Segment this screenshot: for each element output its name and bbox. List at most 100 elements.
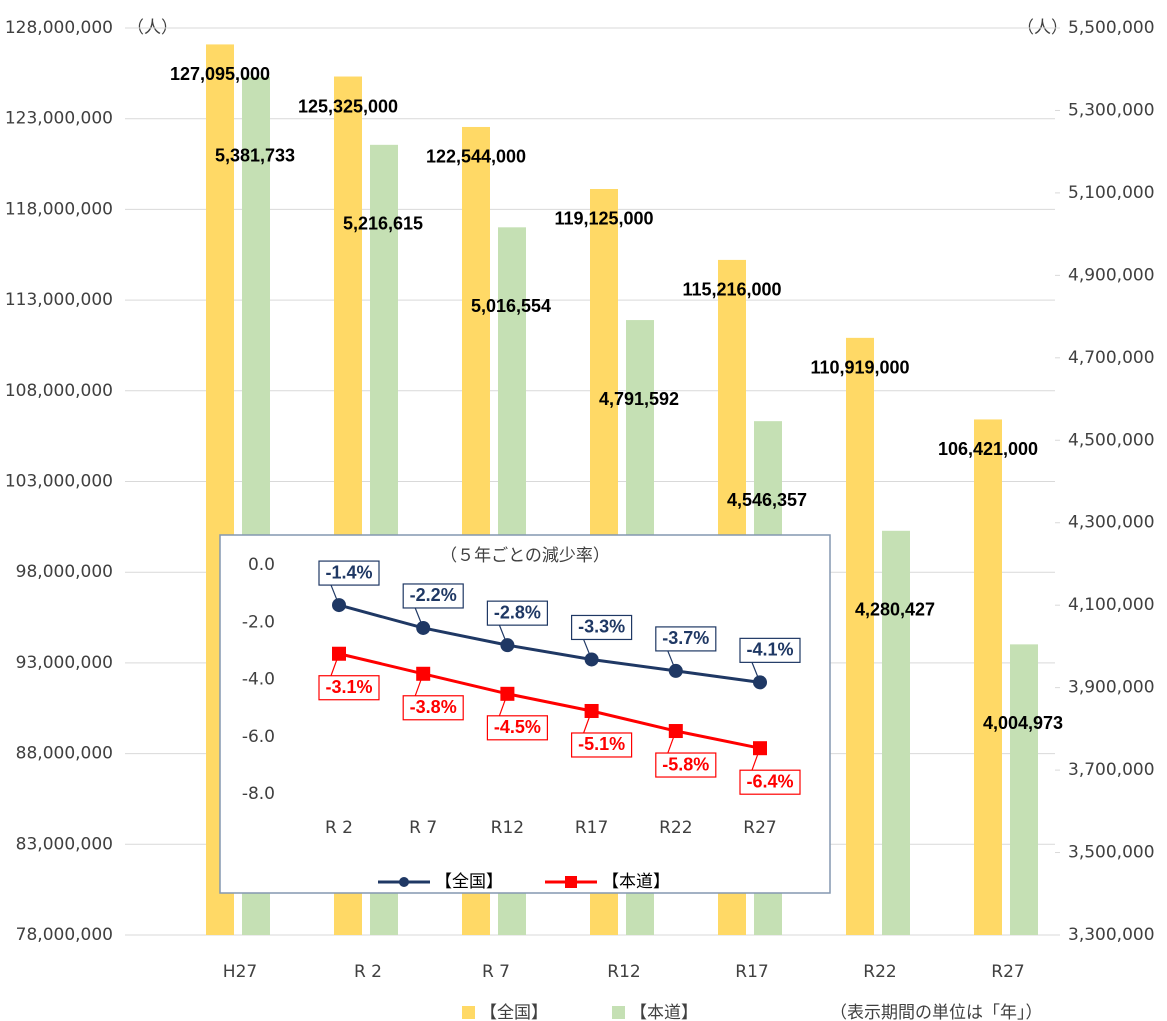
label-box [655,626,717,652]
y2-tick-label: 5,300,000 [1068,100,1155,120]
y2-tick-label: 4,700,000 [1068,348,1155,368]
legend-marker [565,876,577,888]
legend-swatch [612,1006,625,1019]
inset-title: （５年ごとの減少率） [440,546,610,566]
marker [500,638,515,653]
marker [584,703,599,718]
label-box [655,752,717,778]
marker [332,646,346,661]
label-box [402,583,464,609]
marker [753,741,767,756]
y2-tick-label: 5,500,000 [1068,18,1155,38]
x-tick-label: R 7 [482,962,510,982]
bar [846,337,874,935]
y-tick-label: 128,000,000 [5,18,113,38]
x-tick-label: R12 [607,962,640,982]
data-label: 5,216,615 [343,214,423,234]
bar [974,419,1002,935]
data-label: -2.8% [494,602,541,622]
x-tick-label: R12 [491,818,524,838]
y-tick-label: -8.0 [242,784,275,804]
label-box [739,637,801,663]
bar [1010,644,1038,935]
label-box [486,715,548,741]
x-tick-label: R27 [991,962,1024,982]
y2-tick-label: 3,500,000 [1068,843,1155,863]
y-tick-label: 0.0 [248,555,275,575]
legend-label: 【本道】 [630,1003,698,1021]
data-label: 115,216,000 [682,280,781,300]
y2-tick-label: 3,700,000 [1068,760,1155,780]
data-label: -6.4% [746,771,793,791]
data-label: 110,919,000 [810,358,909,378]
x-tick-label: R22 [863,962,896,982]
data-label: -4.1% [746,640,793,660]
data-label: -5.1% [578,734,625,754]
y2-tick-label: 4,500,000 [1068,430,1155,450]
marker [668,663,683,678]
y-tick-label: 108,000,000 [5,381,113,401]
marker [416,620,431,635]
y-tick-label: 78,000,000 [16,925,113,945]
marker [668,724,683,739]
note: （表示期間の単位は「年」） [830,1003,1043,1021]
y-tick-label: 88,000,000 [16,744,113,764]
data-label: -3.1% [325,677,372,697]
legend-swatch [462,1006,475,1019]
y-tick-label: 83,000,000 [16,834,113,854]
y2-tick-label: 3,300,000 [1068,925,1155,945]
legend-label: 【全国】 [480,1003,548,1021]
data-label: 5,016,554 [471,296,551,316]
y-tick-label: 123,000,000 [5,109,113,129]
x-tick-label: H27 [223,962,257,982]
label-box [739,769,801,795]
y-tick-label: 103,000,000 [5,472,113,492]
y2-tick-label: 4,900,000 [1068,265,1155,285]
marker [500,686,515,701]
legend-label: 【本道】 [602,872,670,892]
data-label: -2.2% [410,585,457,605]
y2-tick-label: 4,100,000 [1068,595,1155,615]
data-label: 4,280,427 [855,600,935,620]
label-box [570,732,633,758]
bar [882,530,910,935]
label-box [570,614,633,641]
data-label: 106,421,000 [938,439,1038,459]
data-label: 5,381,733 [215,146,295,166]
x-tick-label: R 7 [409,818,437,838]
data-label: -1.4% [325,562,372,582]
label-box [318,560,380,586]
y-tick-label: 113,000,000 [5,290,113,310]
data-label: 127,095,000 [170,64,270,84]
data-label: 122,544,000 [426,147,526,167]
line [338,652,761,750]
data-label: 4,791,592 [599,389,679,409]
legend-label: 【全国】 [435,872,503,892]
y-tick-label: -6.0 [242,727,275,747]
y-tick-label: 98,000,000 [16,562,113,582]
line [338,603,761,684]
x-tick-label: R27 [743,818,776,838]
inset-chart: （５年ごとの減少率） 0.0 -2.0 -4.0 -6.0 -8.0 R 2 R 7 R12 R… [219,534,831,894]
y2-tick-label: 3,900,000 [1068,678,1155,698]
data-label: -3.7% [662,628,709,648]
data-label: 4,004,973 [983,713,1063,733]
marker [753,675,767,690]
label-box [402,695,464,721]
data-label: -4.5% [494,717,541,737]
x-tick-label: R17 [735,962,768,982]
y-tick-label: -4.0 [242,670,275,690]
data-label: 125,325,000 [298,96,398,116]
y-tick-label: 93,000,000 [16,653,113,673]
y-tick-label: -2.0 [242,612,275,632]
y2-tick-label: 4,300,000 [1068,513,1155,533]
inset-frame [219,534,831,894]
marker [584,652,599,667]
marker [332,598,346,613]
x-tick-label: R17 [575,818,608,838]
label-box [486,600,548,626]
data-label: -3.8% [410,697,457,717]
y-tick-label: 118,000,000 [5,199,113,219]
